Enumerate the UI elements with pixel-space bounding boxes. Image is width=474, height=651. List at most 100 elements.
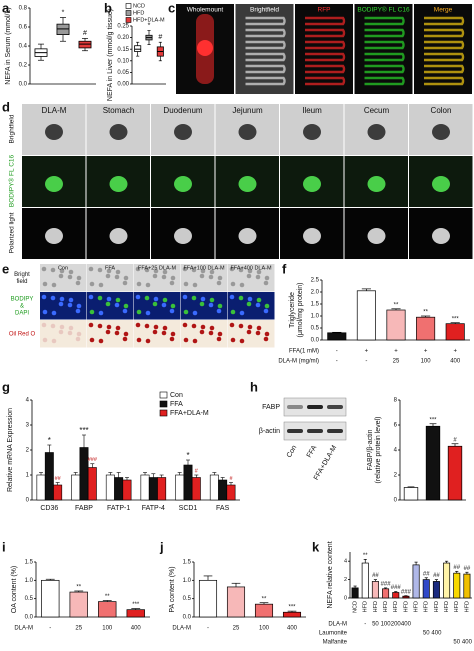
row-label: Malfanite (323, 640, 348, 646)
bar (105, 474, 115, 501)
cell (217, 303, 223, 309)
cell (239, 310, 245, 316)
tissue (305, 52, 346, 62)
bar (371, 581, 379, 599)
tissue (424, 40, 465, 50)
row-label: DLA-M (172, 626, 191, 632)
row-cell: - (364, 622, 366, 628)
x-tick-label: HFD (363, 601, 369, 612)
cell (106, 296, 112, 302)
significance: ## (423, 571, 430, 577)
cell (153, 324, 159, 330)
column-label: FFA+100 DLA-M (183, 265, 225, 271)
significance: ** (262, 596, 267, 602)
cell (199, 329, 205, 335)
y-tick-label: 0.5 (25, 596, 34, 602)
image-label: Merge (434, 7, 453, 14)
cell (208, 302, 214, 308)
row-label: FFA(1 mM) (289, 349, 319, 355)
cell (239, 338, 245, 344)
band (307, 405, 323, 409)
cell (152, 329, 158, 335)
cell (238, 295, 244, 301)
cell (51, 310, 57, 316)
y-tick-label: 0.5 (183, 596, 192, 602)
bar (157, 477, 167, 501)
bar (191, 477, 201, 501)
cell (247, 324, 253, 330)
column-label: DLA-M (42, 106, 67, 115)
particle (45, 124, 63, 140)
panel-letter: c (168, 0, 175, 15)
panel-letter: a (2, 0, 10, 15)
significance: ** (105, 594, 110, 600)
bar (356, 290, 376, 341)
row-cell: 25 (233, 626, 240, 632)
significance: ## (453, 565, 460, 571)
particle (174, 124, 192, 140)
bar (453, 572, 461, 599)
cell (162, 269, 168, 275)
cell (238, 323, 244, 329)
bar (425, 425, 441, 501)
cell (50, 295, 56, 301)
bar (254, 603, 274, 618)
significance: *** (429, 417, 437, 423)
y-tick-label: 1.5 (183, 560, 192, 566)
row-cell: 400 (450, 359, 461, 365)
cell (216, 336, 222, 342)
particle (238, 124, 257, 140)
y-axis-label: Relative mRNA Expression (7, 408, 14, 492)
cell (76, 331, 82, 337)
particle (174, 176, 192, 192)
row-cell: 50 (453, 640, 460, 646)
bar (447, 445, 463, 501)
cell (191, 295, 197, 301)
cell (192, 310, 198, 316)
lane-label: FFA (306, 444, 319, 459)
cell (144, 267, 150, 273)
cell (145, 282, 151, 288)
x-tick-label: HFD (424, 601, 430, 612)
cell (41, 294, 47, 300)
significance: ### (401, 589, 412, 595)
x-tick-label: FATP-4 (142, 505, 165, 512)
particle (109, 176, 128, 192)
cell (183, 337, 189, 343)
panel-letter: f (282, 261, 287, 276)
tissue (364, 28, 405, 38)
bar (126, 609, 145, 618)
cell (122, 280, 128, 286)
cell (105, 301, 111, 307)
column-label: Ileum (302, 106, 322, 115)
legend-swatch (159, 409, 168, 417)
cell (255, 274, 261, 280)
cell (136, 337, 142, 343)
cell (114, 302, 120, 308)
y-tick-label: 1.0 (183, 578, 192, 584)
particle (432, 124, 450, 140)
tissue (305, 76, 346, 86)
cell (161, 302, 167, 308)
cell (209, 297, 215, 303)
bar (402, 595, 410, 599)
cell (97, 267, 103, 273)
row-label: & (20, 304, 24, 310)
cell (217, 331, 223, 337)
image-label: Wholemount (187, 7, 224, 14)
particle (303, 124, 321, 140)
cell (263, 280, 269, 286)
bar (463, 573, 471, 599)
column-label: Stomach (103, 106, 135, 115)
bar (71, 474, 81, 501)
cell (192, 338, 198, 344)
row-label: Bright (14, 272, 30, 278)
cell (255, 302, 261, 308)
box (134, 45, 142, 52)
cell (182, 266, 188, 272)
column-label: Con (58, 265, 68, 271)
image-label: BODIPY® FL C16 (357, 6, 410, 14)
cell (98, 282, 104, 288)
significance: *** (452, 316, 460, 322)
y-axis-label: NEFA relative content (327, 541, 334, 608)
